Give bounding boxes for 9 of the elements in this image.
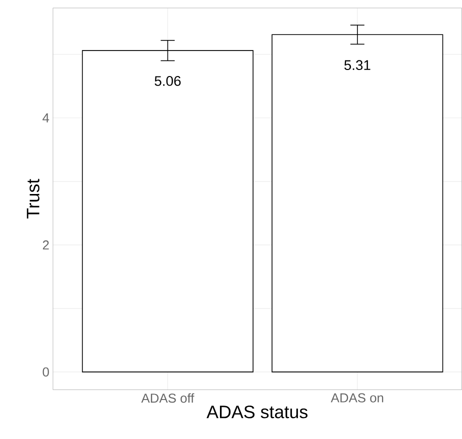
x-tick-label: ADAS off <box>141 393 194 403</box>
data-label: 5.06 <box>154 76 181 86</box>
y-tick-label: 0 <box>42 368 49 377</box>
y-axis-title: Trust <box>26 179 40 219</box>
x-axis-title: ADAS status <box>206 406 308 418</box>
y-tick-label: 4 <box>42 114 50 122</box>
y-tick-label: 2 <box>42 240 49 250</box>
x-tick-label: ADAS on <box>330 393 384 403</box>
data-label: 5.31 <box>344 60 370 70</box>
